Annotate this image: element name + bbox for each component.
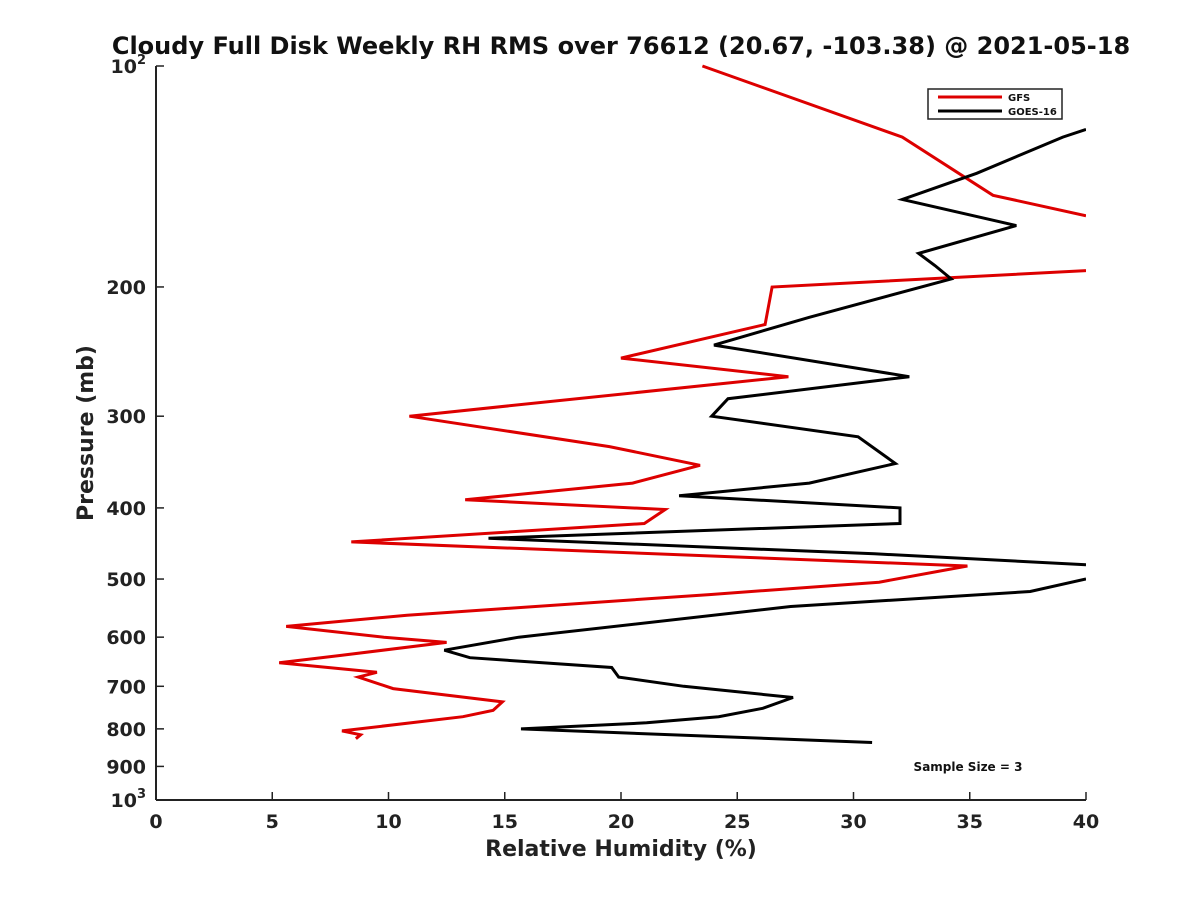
x-tick-label: 25 <box>724 811 750 833</box>
x-tick-label: 0 <box>149 811 162 833</box>
x-tick-label: 40 <box>1073 811 1099 833</box>
x-tick-label: 5 <box>266 811 279 833</box>
x-axis-label: Relative Humidity (%) <box>485 837 757 862</box>
legend: GFS GOES-16 <box>927 88 1063 120</box>
y-tick-label: 300 <box>106 406 146 428</box>
y-axis-label: Pressure (mb) <box>74 345 99 521</box>
chart-title: Cloudy Full Disk Weekly RH RMS over 7661… <box>112 32 1130 60</box>
legend-label: GFS <box>1008 93 1030 104</box>
legend-label: GOES-16 <box>1008 107 1057 118</box>
y-tick-label: 500 <box>106 569 146 591</box>
y-tick-label: 102 <box>111 53 147 78</box>
series-layer <box>279 64 1086 744</box>
y-tick-label: 600 <box>106 627 146 649</box>
x-tick-label: 15 <box>492 811 518 833</box>
series-line-gfs <box>279 64 1086 740</box>
x-tick-label: 30 <box>840 811 866 833</box>
x-tick-label: 20 <box>608 811 634 833</box>
y-tick-label: 200 <box>106 277 146 299</box>
y-tick-label: 103 <box>111 787 147 812</box>
y-tick-label: 400 <box>106 498 146 520</box>
series-line-goes-16 <box>443 127 1086 744</box>
x-tick-label: 35 <box>957 811 983 833</box>
sample-size-annotation: Sample Size = 3 <box>914 760 1023 774</box>
x-tick-label: 10 <box>375 811 401 833</box>
y-tick-label: 900 <box>106 756 146 778</box>
axes: 0 5 10 15 20 25 30 35 40 102 200 300 400 500 600 700 800… <box>106 53 1099 833</box>
y-tick-label: 800 <box>106 719 146 741</box>
y-tick-label: 700 <box>106 676 146 698</box>
legend-box <box>927 88 1063 120</box>
